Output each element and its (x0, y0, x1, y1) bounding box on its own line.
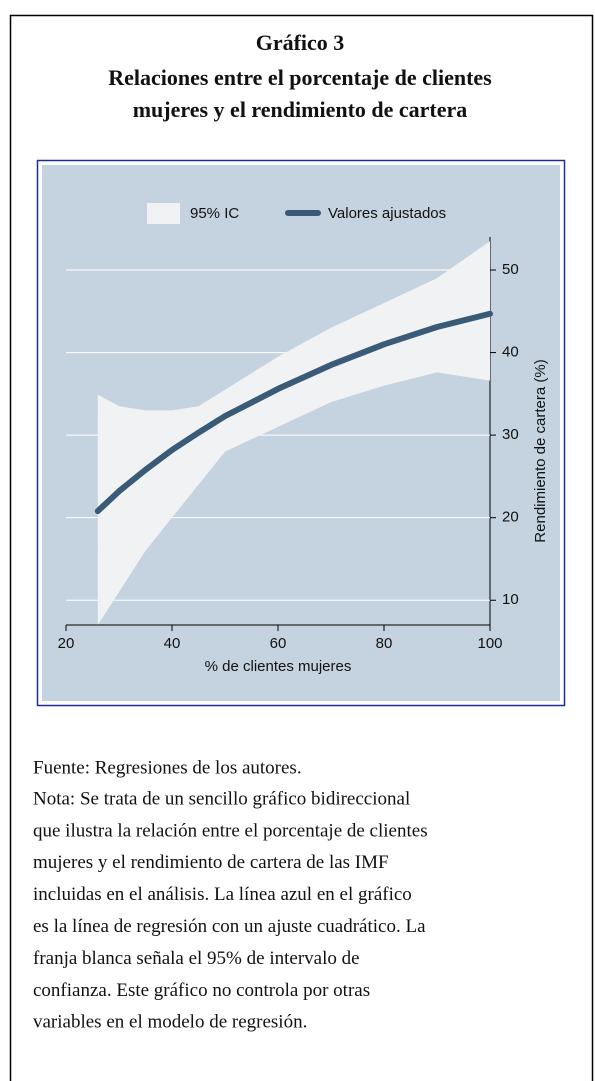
note-line: es la línea de regresión con un ajuste c… (33, 916, 426, 937)
note-line: franja blanca señala el 95% de intervalo… (33, 948, 360, 969)
note-line: confianza. Este gráfico no controla por … (33, 980, 370, 1001)
confidence-band (97, 241, 491, 625)
legend-label: 95% IC (190, 205, 239, 222)
chart-title: mujeres y el rendimiento de cartera (133, 97, 468, 122)
source: Fuente: Regresiones de los autores. (33, 757, 302, 778)
x-tick-label: 60 (270, 635, 287, 652)
legend-swatch (147, 203, 180, 224)
note: Nota: Se trata de un sencillo gráfico bi… (33, 788, 428, 1032)
x-tick-label: 80 (376, 635, 393, 652)
x-tick-label: 20 (58, 635, 75, 652)
note-line: que ilustra la relación entre el porcent… (33, 820, 428, 841)
note-line: mujeres y el rendimiento de cartera de l… (33, 852, 389, 873)
frame-border (9, 14, 594, 1081)
y-tick-label: 50 (502, 261, 519, 278)
note-line: incluidas en el análisis. La línea azul … (33, 884, 412, 905)
y-tick-label: 10 (502, 591, 519, 608)
chart-title: Gráfico 3 (256, 30, 345, 55)
chart-title: Relaciones entre el porcentaje de client… (108, 65, 492, 90)
fitted-line (94, 310, 493, 515)
plot: 10 20 30 40 50 20 40 60 80 100 % de clientes mujer… (58, 203, 549, 675)
y-tick-label: 20 (502, 509, 519, 526)
x-tick-label: 40 (164, 635, 181, 652)
note-line: variables en el modelo de regresión. (33, 1012, 307, 1033)
note-line: Nota: Se trata de un sencillo gráfico bi… (33, 788, 410, 809)
x-tick-label: 100 (477, 635, 502, 652)
x-axis-label: % de clientes mujeres (205, 658, 352, 675)
y-axis-label: Rendimiento de cartera (%) (532, 359, 549, 542)
legend-label: Valores ajustados (328, 205, 446, 222)
y-tick-label: 30 (502, 426, 519, 443)
y-tick-label: 40 (502, 344, 519, 361)
